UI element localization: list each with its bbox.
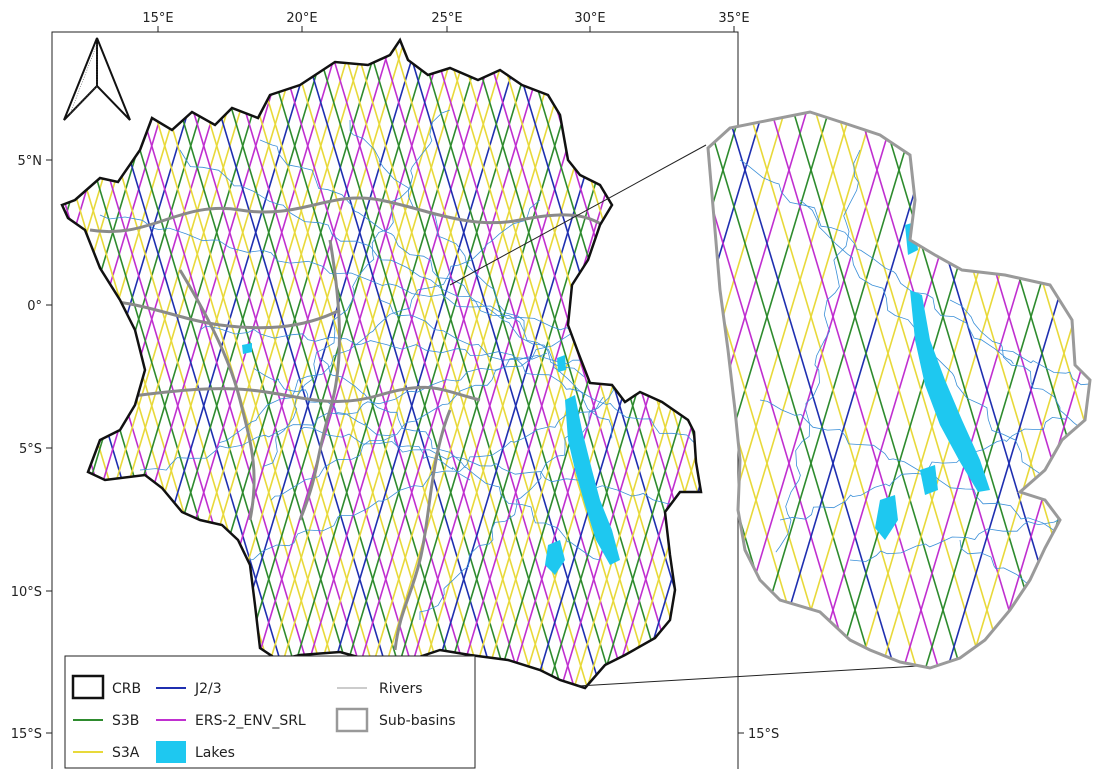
legend-rivers-label: Rivers xyxy=(379,681,423,697)
ground-track-descending xyxy=(416,40,615,688)
river-segment xyxy=(259,139,585,378)
legend-subbasins-label: Sub-basins xyxy=(379,713,456,729)
ground-track-descending xyxy=(260,40,459,688)
lat-tick-10s: 10°S xyxy=(11,585,42,600)
lat-tick-15s: 15°S xyxy=(11,727,42,742)
legend-subbasins-symbol xyxy=(335,707,369,733)
ground-track-ascending xyxy=(708,112,745,668)
river-segment xyxy=(419,347,641,620)
ground-track-descending xyxy=(377,40,576,688)
ground-track-descending xyxy=(351,40,550,688)
ground-track-descending xyxy=(811,112,987,668)
ground-track-descending xyxy=(429,40,628,688)
legend-s3b-label: S3B xyxy=(112,713,139,729)
legend-crb-symbol xyxy=(71,674,105,700)
ground-track-descending xyxy=(390,40,589,688)
river-segment xyxy=(379,299,696,445)
north-arrow-icon xyxy=(63,37,131,121)
lon-tick-30e: 30°E xyxy=(574,11,605,26)
legend-lakes-label: Lakes xyxy=(195,745,235,761)
river-segment xyxy=(799,199,1087,524)
ground-track-descending xyxy=(208,40,407,688)
lat-tick-5s: 5°S xyxy=(19,442,42,457)
ground-track-descending xyxy=(364,40,563,688)
ground-track-descending xyxy=(468,40,667,688)
rivers-main xyxy=(99,109,696,620)
ground-track-descending xyxy=(195,40,394,688)
ground-track-descending xyxy=(877,112,1053,668)
ground-track-ascending xyxy=(624,40,701,688)
legend-crb-label: CRB xyxy=(112,681,141,697)
inset-connector-top xyxy=(449,144,707,286)
river-segment xyxy=(299,426,693,510)
lat-tick-15s-right: 15°S xyxy=(748,727,779,742)
lon-ticks xyxy=(46,26,744,734)
river-segment xyxy=(99,214,578,332)
map-legend: CRB S3B S3A J2/3 ERS-2_ENV_SRL Lakes Riv… xyxy=(64,655,476,769)
ground-track-descending xyxy=(723,112,899,668)
lakes-inset xyxy=(875,222,990,540)
river-segment xyxy=(775,149,861,553)
ground-track-descending xyxy=(708,112,833,668)
ground-track-descending xyxy=(403,40,602,688)
legend-lakes-symbol xyxy=(156,741,186,763)
river-segment xyxy=(262,109,451,467)
ground-track-descending xyxy=(299,40,498,688)
river-segment xyxy=(999,349,1090,430)
ground-track-descending xyxy=(789,112,965,668)
ground-track-descending xyxy=(312,40,511,688)
lon-tick-20e: 20°E xyxy=(286,11,317,26)
ground-track-descending xyxy=(247,40,446,688)
ground-track-ascending xyxy=(637,40,701,688)
lon-tick-35e: 35°E xyxy=(718,11,749,26)
ground-track-descending xyxy=(156,40,355,688)
ground-track-descending xyxy=(130,40,329,688)
inset-connector-bottom xyxy=(577,664,936,687)
river-segment xyxy=(739,159,1014,365)
legend-box xyxy=(64,655,476,769)
ground-track-ascending xyxy=(708,112,767,668)
lat-tick-0: 0° xyxy=(27,299,42,314)
ground-track-descending xyxy=(338,40,537,688)
ground-track-ascending xyxy=(708,112,789,668)
ground-track-descending xyxy=(708,112,877,668)
river-segment xyxy=(849,490,1090,562)
ground-track-descending xyxy=(286,40,485,688)
river-segment xyxy=(349,119,613,439)
ground-track-ascending xyxy=(611,40,701,688)
ground-track-descending xyxy=(169,40,368,688)
lakes-main xyxy=(242,343,620,575)
river-segment xyxy=(253,368,471,481)
river-segment xyxy=(318,356,601,561)
sub-basins-main xyxy=(89,196,611,651)
lon-tick-15e: 15°E xyxy=(142,11,173,26)
ground-track-descending xyxy=(745,112,921,668)
lon-tick-25e: 25°E xyxy=(431,11,462,26)
river-segment xyxy=(179,149,525,332)
ground-track-descending xyxy=(455,40,654,688)
ground-track-descending xyxy=(767,112,943,668)
legend-s3a-label: S3A xyxy=(112,745,140,761)
river-segment xyxy=(218,199,541,444)
ground-track-descending xyxy=(117,40,316,688)
river-segment xyxy=(249,396,604,561)
legend-j23-label: J2/3 xyxy=(194,681,222,697)
legend-ers-label: ERS-2_ENV_SRL xyxy=(195,713,306,729)
ground-track-descending xyxy=(325,40,524,688)
river-segment xyxy=(949,299,1090,515)
ground-track-descending xyxy=(273,40,472,688)
ground-track-descending xyxy=(143,40,342,688)
ground-track-descending xyxy=(442,40,641,688)
lat-tick-5n: 5°N xyxy=(18,154,43,169)
ground-track-descending xyxy=(234,40,433,688)
ground-track-descending xyxy=(182,40,381,688)
ground-track-descending xyxy=(221,40,420,688)
river-segment xyxy=(139,352,548,471)
ground-track-descending xyxy=(833,112,1009,668)
